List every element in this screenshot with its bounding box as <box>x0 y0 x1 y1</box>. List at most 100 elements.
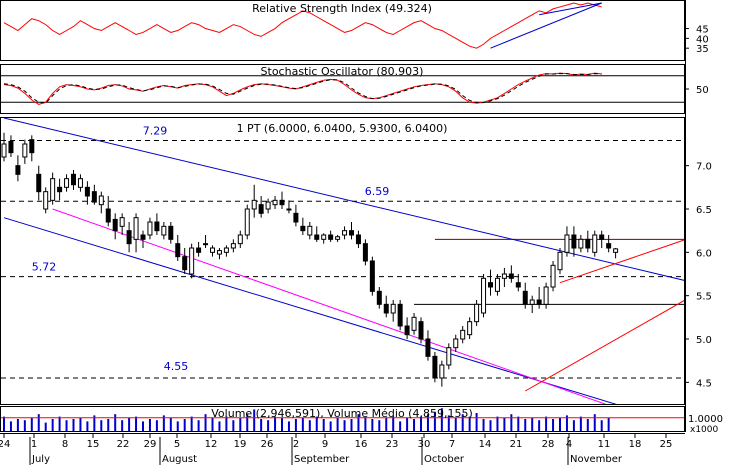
candle-body <box>376 290 382 305</box>
candle-body <box>425 338 431 357</box>
candle-body <box>29 139 35 154</box>
candle-body <box>71 173 76 186</box>
candle-body <box>342 230 348 236</box>
stochastic-line <box>3 73 602 104</box>
candle-body <box>286 208 292 211</box>
candle-body <box>1 143 7 158</box>
x-tick-label: 25 <box>660 439 673 450</box>
candle-body <box>460 329 466 340</box>
x-tick-label: 4 <box>566 439 572 450</box>
price-level-label: 4.55 <box>164 360 189 373</box>
candle-body <box>383 303 389 314</box>
rsi-title: Relative Strength Index (49.324) <box>252 2 432 15</box>
stochastic-layer: 50 <box>1 72 709 105</box>
x-tick-label: 16 <box>355 439 368 450</box>
candle-body <box>508 273 514 279</box>
x-tick-label: 12 <box>205 439 218 450</box>
rsi-trendline <box>490 2 602 49</box>
candle-body <box>196 247 202 253</box>
candle-body <box>154 221 160 232</box>
price-tick-label: 5.5 <box>696 292 712 303</box>
volume-title: Volume (2,946,591), Volume Médio (4,859,… <box>211 407 472 420</box>
candle-body <box>543 286 549 305</box>
rsi-tick-label: 35 <box>696 44 709 55</box>
candle-body <box>105 208 111 223</box>
candle-body <box>453 338 459 349</box>
x-tick-label: 11 <box>598 439 611 450</box>
candle-body <box>564 234 570 253</box>
candle-body <box>571 234 577 249</box>
x-tick-label: 23 <box>386 439 399 450</box>
candle-body <box>279 199 285 206</box>
candle-body <box>418 321 424 340</box>
candle-body <box>467 321 473 336</box>
candle-body <box>64 178 70 188</box>
stochastic-line <box>3 72 602 105</box>
candle-body <box>557 251 563 271</box>
candle-body <box>390 303 396 314</box>
x-tick-label: 2 <box>293 439 299 450</box>
candle-body <box>335 236 341 240</box>
candle-body <box>237 234 243 245</box>
candle-body <box>432 355 438 379</box>
candle-body <box>140 234 146 240</box>
price-plot-area: 7.29 6.59 5.72 4.55 <box>1 118 684 404</box>
candle-body <box>349 230 354 236</box>
x-tick-label: 1 <box>31 439 37 450</box>
x-tick-label: 26 <box>261 439 274 450</box>
candle-body <box>36 173 42 193</box>
price-tick-label: 4.5 <box>696 378 712 389</box>
x-tick-label: 29 <box>144 439 157 450</box>
candle-body <box>98 195 104 206</box>
price-tick-label: 6.5 <box>696 205 712 216</box>
candle-body <box>210 247 215 253</box>
price-tick-label: 6.0 <box>696 248 712 259</box>
rsi-panel <box>0 0 685 61</box>
x-tick-label: 15 <box>87 439 100 450</box>
x-tick-label: 28 <box>542 439 555 450</box>
candle-body <box>362 243 368 262</box>
candle-body <box>592 234 598 253</box>
x-tick-label: 5 <box>174 439 180 450</box>
candle-body <box>258 204 264 214</box>
candle-body <box>488 282 493 288</box>
x-axis: 24 1 8 15 22 29 5 12 19 26 2 9 16 23 30 7 14 21 28 4 11 18 25J… <box>0 433 685 465</box>
candle-body <box>84 186 90 197</box>
candle-body <box>300 225 306 232</box>
volume-axis-label: 1.0000 <box>688 414 723 425</box>
month-label: October <box>424 454 465 465</box>
candle-body <box>474 303 480 323</box>
month-label: September <box>294 454 350 465</box>
price-panel <box>0 117 685 405</box>
candle-body <box>230 243 236 249</box>
candle-body <box>43 191 49 210</box>
candle-body <box>578 238 584 249</box>
candle-body <box>8 140 14 154</box>
candle-body <box>57 186 63 193</box>
candle-body <box>175 243 181 258</box>
candle-body <box>515 282 521 288</box>
candle-body <box>369 260 375 292</box>
price-level-label: 6.59 <box>365 185 390 198</box>
trend-channel-line <box>559 239 684 284</box>
x-tick-label: 8 <box>62 439 68 450</box>
x-tick-label: 7 <box>449 439 455 450</box>
candle-body <box>481 277 487 314</box>
candle-body <box>536 299 542 305</box>
price-level-label: 7.29 <box>143 125 168 138</box>
candle-body <box>223 247 229 253</box>
month-label: August <box>162 454 197 465</box>
candle-body <box>613 248 619 253</box>
candle-body <box>50 178 56 201</box>
candle-body <box>404 325 410 336</box>
candle-body <box>251 199 257 210</box>
trend-channel-line <box>52 208 607 404</box>
stochastic-title: Stochastic Oscillator (80.903) <box>261 65 424 78</box>
candle-body <box>599 234 605 240</box>
candle-body <box>439 364 445 379</box>
rsi-line <box>3 2 602 49</box>
price-tick-label: 7.0 <box>696 162 712 173</box>
candle-body <box>494 277 500 292</box>
x-tick-label: 18 <box>629 439 642 450</box>
